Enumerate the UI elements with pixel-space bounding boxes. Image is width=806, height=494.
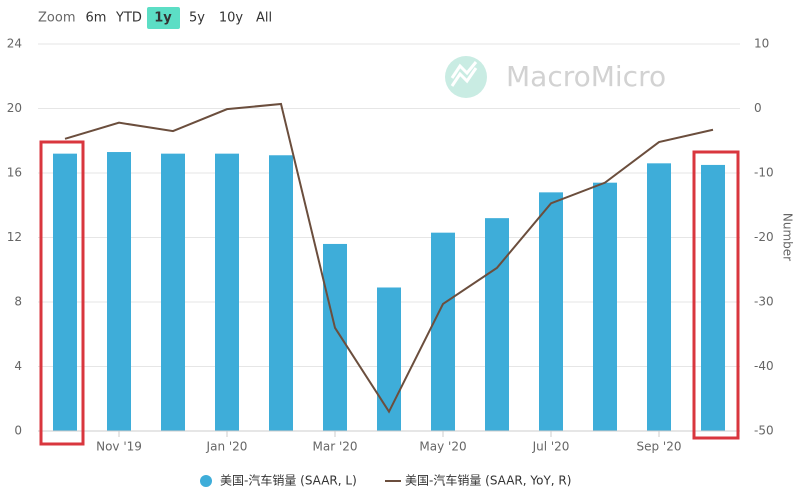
legend-label[interactable]: 美国-汽车销量 (SAAR, YoY, R) [405,473,571,488]
y-tick-label: 0 [14,424,22,438]
bar [431,232,455,431]
y-tick-label: 8 [14,295,22,309]
x-tick-label: Mar '20 [312,440,357,454]
bar [323,243,347,431]
bar [161,153,185,431]
watermark: MacroMicro [445,56,666,98]
bar [539,192,563,431]
x-tick-label: May '20 [419,440,466,454]
y2-axis-title: Number [781,213,795,261]
zoom-label: Zoom [38,11,75,26]
legend-swatch [200,475,212,487]
watermark-text: MacroMicro [506,60,666,93]
zoom-button[interactable]: 5y [189,11,205,26]
y2-tick-label: 0 [754,101,762,115]
zoom-button[interactable]: All [256,11,272,26]
bar [593,182,617,431]
bar [701,164,725,431]
y2-tick-label: -50 [754,424,774,438]
highlight-box [39,140,85,446]
x-tick-label: Nov '19 [96,440,142,454]
watermark-logo [445,56,487,98]
y-tick-label: 12 [7,230,22,244]
bar [107,152,131,431]
x-tick-label: Jul '20 [532,440,570,454]
highlight-box [692,150,740,440]
y-tick-label: 20 [7,101,22,115]
bar [377,287,401,431]
y2-tick-label: -10 [754,166,774,180]
zoom-bar: Zoom [38,11,75,26]
x-tick-label: Sep '20 [637,440,682,454]
x-tick-label: Jan '20 [206,440,248,454]
bar [269,155,293,431]
y2-tick-label: -30 [754,295,774,309]
line [64,102,714,414]
zoom-button[interactable]: YTD [115,11,142,26]
y-tick-label: 4 [14,359,22,373]
y-tick-label: 16 [7,166,22,180]
bar [53,153,77,431]
y2-tick-label: -40 [754,359,774,373]
legend-label[interactable]: 美国-汽车销量 (SAAR, L) [220,473,357,488]
zoom-button[interactable]: 10y [219,11,244,26]
y-tick-label: 24 [7,37,22,51]
zoom-button[interactable]: 1y [154,11,172,26]
zoom-button-bg [147,7,180,29]
zoom-button[interactable]: 6m [86,11,107,26]
bar [647,163,671,431]
y2-tick-label: 10 [754,37,769,51]
watermark-icon [450,61,478,87]
bar [485,218,509,431]
bar [215,153,239,431]
y2-tick-label: -20 [754,230,774,244]
